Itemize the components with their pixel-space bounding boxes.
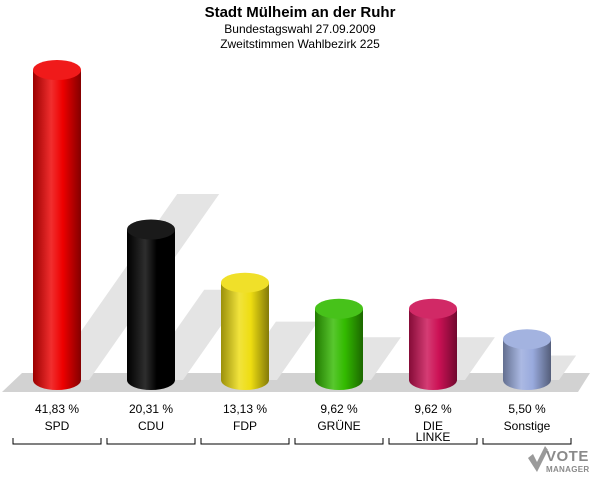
bar [33, 70, 81, 390]
chart-subtitle-election: Bundestagswahl 27.09.2009 [224, 22, 376, 36]
category-label: DIE [423, 419, 443, 433]
bar-top [409, 298, 457, 319]
bar-top [503, 329, 551, 350]
bar [315, 308, 363, 390]
category-label: GRÜNE [317, 419, 360, 433]
value-label: 13,13 % [223, 402, 267, 416]
chart-subtitle-district: Zweitstimmen Wahlbezirk 225 [220, 37, 380, 51]
category-bracket [200, 438, 290, 445]
category-label: FDP [233, 419, 257, 433]
logo-text-vote: VOTE [546, 448, 589, 465]
category-label: LINKE [416, 430, 451, 444]
value-label: 5,50 % [508, 402, 546, 416]
vote-manager-logo: VOTE MANAGER [526, 444, 598, 478]
value-label: 9,62 % [320, 402, 358, 416]
bar [409, 308, 457, 390]
category-label: CDU [138, 419, 164, 433]
bar-top [315, 298, 363, 319]
bar-top [33, 60, 81, 80]
category-bracket [388, 438, 478, 445]
category-bracket [294, 438, 384, 445]
bar [503, 339, 551, 390]
category-bracket [106, 438, 196, 445]
chart-header: Stadt Mülheim an der Ruhr Bundestagswahl… [0, 4, 600, 52]
category-label: SPD [45, 419, 70, 433]
logo-text-manager: MANAGER [546, 465, 590, 474]
value-label: 9,62 % [414, 402, 452, 416]
category-label: Sonstige [504, 419, 551, 433]
bar [221, 282, 269, 390]
category-bracket [482, 438, 572, 445]
category-bracket [12, 438, 102, 445]
bar [127, 229, 175, 390]
value-label: 20,31 % [129, 402, 173, 416]
bar-top [221, 272, 269, 293]
checkmark-icon [528, 446, 548, 472]
chart-title: Stadt Mülheim an der Ruhr [204, 4, 396, 21]
value-label: 41,83 % [35, 402, 79, 416]
bar-top [127, 219, 175, 240]
